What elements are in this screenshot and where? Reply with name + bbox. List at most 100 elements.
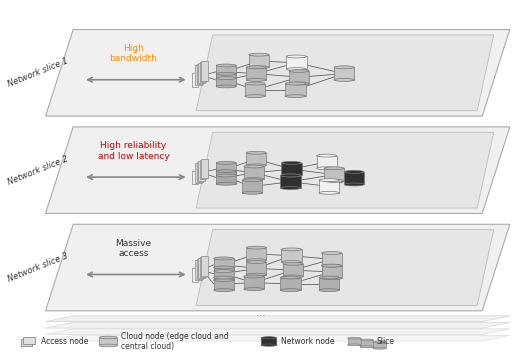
Ellipse shape [261,344,277,346]
Polygon shape [261,338,277,345]
Polygon shape [244,167,264,179]
Ellipse shape [373,348,386,349]
Ellipse shape [216,64,236,67]
Text: Network slice 2: Network slice 2 [7,154,70,186]
Ellipse shape [344,183,364,186]
Text: High reliability
and low latency: High reliability and low latency [97,142,169,161]
Ellipse shape [246,261,266,264]
Ellipse shape [373,341,386,343]
Text: High
bandwidth: High bandwidth [109,44,157,63]
Bar [200,160,206,180]
Polygon shape [246,248,266,260]
Polygon shape [46,322,510,328]
Ellipse shape [344,171,364,173]
Polygon shape [99,337,117,345]
Bar [195,163,202,183]
Polygon shape [46,127,510,214]
Ellipse shape [216,170,236,173]
Bar [202,61,208,81]
Ellipse shape [285,82,306,85]
Ellipse shape [244,165,264,168]
Polygon shape [242,180,262,193]
Polygon shape [281,278,301,290]
Bar [192,73,198,87]
Polygon shape [46,30,510,116]
Polygon shape [319,278,339,290]
Polygon shape [216,66,236,78]
Ellipse shape [246,66,266,69]
Ellipse shape [214,257,234,260]
Polygon shape [322,253,342,266]
Ellipse shape [216,85,236,88]
Ellipse shape [282,174,302,177]
Ellipse shape [216,72,236,75]
Ellipse shape [214,270,234,273]
Ellipse shape [286,68,307,71]
Polygon shape [282,163,302,176]
Polygon shape [46,224,510,311]
Ellipse shape [246,164,266,167]
Ellipse shape [216,174,236,177]
Ellipse shape [214,289,234,292]
Ellipse shape [246,246,266,249]
Ellipse shape [99,336,117,339]
Polygon shape [196,132,494,208]
Polygon shape [373,342,386,348]
Bar [195,260,202,280]
Bar [24,337,34,344]
Ellipse shape [281,289,301,292]
Ellipse shape [334,66,354,69]
Ellipse shape [246,273,266,276]
Polygon shape [46,329,510,334]
Text: Cloud node (edge cloud and
central cloud): Cloud node (edge cloud and central cloud… [121,332,228,351]
Polygon shape [196,35,494,111]
Ellipse shape [322,264,342,267]
Polygon shape [289,71,309,84]
Polygon shape [246,153,266,165]
Polygon shape [322,266,342,278]
Text: Access node: Access node [41,337,88,346]
Bar [200,62,206,82]
Polygon shape [348,338,361,345]
Ellipse shape [348,344,361,346]
Bar [202,159,208,178]
Polygon shape [245,84,265,96]
Ellipse shape [348,337,361,339]
Text: ...: ... [256,308,267,317]
Polygon shape [283,264,303,277]
Bar [192,268,198,282]
Ellipse shape [317,167,337,170]
Ellipse shape [319,179,339,182]
Ellipse shape [216,77,236,80]
Bar [199,63,205,83]
Ellipse shape [242,179,262,182]
Ellipse shape [286,55,307,58]
Ellipse shape [322,252,342,254]
Ellipse shape [216,182,236,185]
Text: Slice: Slice [377,337,395,346]
Polygon shape [214,278,234,290]
Ellipse shape [281,276,301,279]
Ellipse shape [246,79,266,81]
Ellipse shape [283,262,303,265]
Polygon shape [46,316,510,322]
Bar [199,161,205,181]
Ellipse shape [324,180,344,182]
Ellipse shape [289,70,309,72]
Polygon shape [216,171,236,184]
Ellipse shape [281,174,301,177]
Polygon shape [282,249,302,262]
Bar [197,64,203,84]
Bar [22,338,32,346]
Ellipse shape [244,288,264,291]
Ellipse shape [246,151,266,154]
Ellipse shape [282,261,302,264]
Ellipse shape [317,154,337,157]
Ellipse shape [214,266,234,269]
Polygon shape [214,268,234,280]
Ellipse shape [249,53,269,56]
Text: Network slice 3: Network slice 3 [7,251,70,284]
Polygon shape [196,230,494,306]
Ellipse shape [324,167,344,170]
Polygon shape [46,335,510,341]
